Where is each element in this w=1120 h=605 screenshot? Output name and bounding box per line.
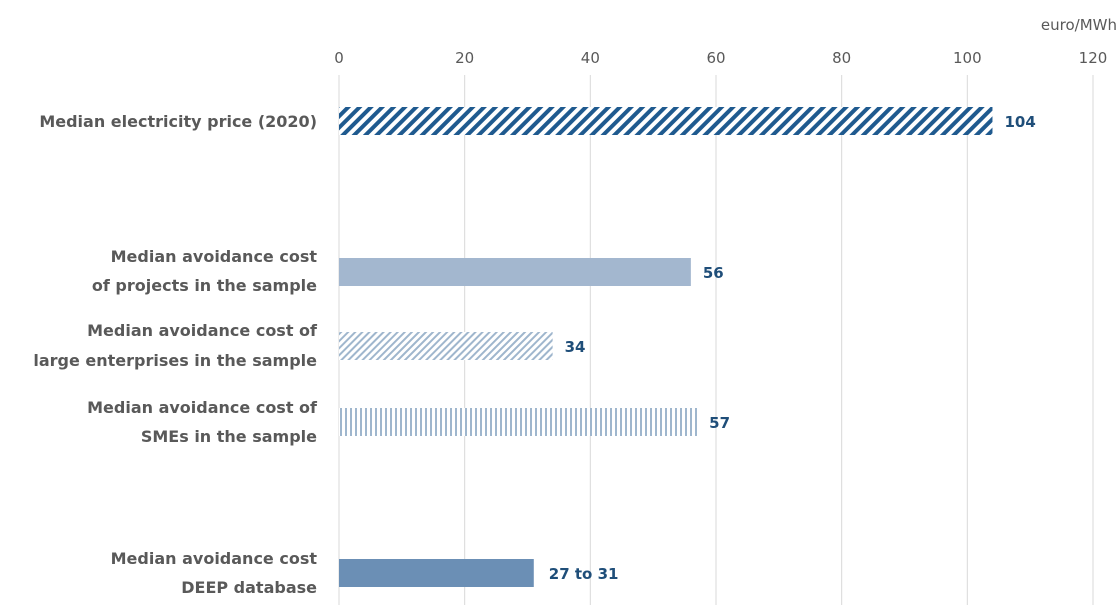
category-label: Median avoidance cost xyxy=(111,247,318,266)
gridlines xyxy=(338,75,1094,605)
x-axis-ticks: 0 20 40 60 80 100 120 xyxy=(334,49,1107,67)
x-tick-label: 80 xyxy=(832,49,851,67)
category-label: of projects in the sample xyxy=(92,276,317,295)
x-tick-label: 100 xyxy=(953,49,982,67)
category-labels: Median electricity price (2020) Median av… xyxy=(33,112,318,597)
bar xyxy=(339,107,993,135)
x-tick-label: 20 xyxy=(455,49,474,67)
value-label: 104 xyxy=(1004,113,1035,131)
x-tick-label: 120 xyxy=(1079,49,1108,67)
unit-label: euro/MWh xyxy=(1041,16,1117,34)
value-labels: 104 56 34 57 27 to 31 xyxy=(549,113,1036,583)
bar xyxy=(339,332,553,360)
category-label: Median avoidance cost of xyxy=(87,398,318,417)
x-tick-label: 0 xyxy=(334,49,344,67)
category-label: large enterprises in the sample xyxy=(33,351,317,370)
category-label: Median electricity price (2020) xyxy=(39,112,317,131)
category-label: DEEP database xyxy=(181,578,317,597)
x-tick-label: 40 xyxy=(581,49,600,67)
bars xyxy=(339,107,993,587)
x-tick-label: 60 xyxy=(706,49,725,67)
category-label: Median avoidance cost xyxy=(111,549,318,568)
value-label: 56 xyxy=(703,264,724,282)
value-label: 34 xyxy=(565,338,586,356)
bar xyxy=(339,258,691,286)
bar xyxy=(339,559,534,587)
value-label: 27 to 31 xyxy=(549,565,619,583)
category-label: SMEs in the sample xyxy=(141,427,317,446)
category-label: Median avoidance cost of xyxy=(87,321,318,340)
value-label: 57 xyxy=(709,414,730,432)
bar xyxy=(339,408,698,436)
